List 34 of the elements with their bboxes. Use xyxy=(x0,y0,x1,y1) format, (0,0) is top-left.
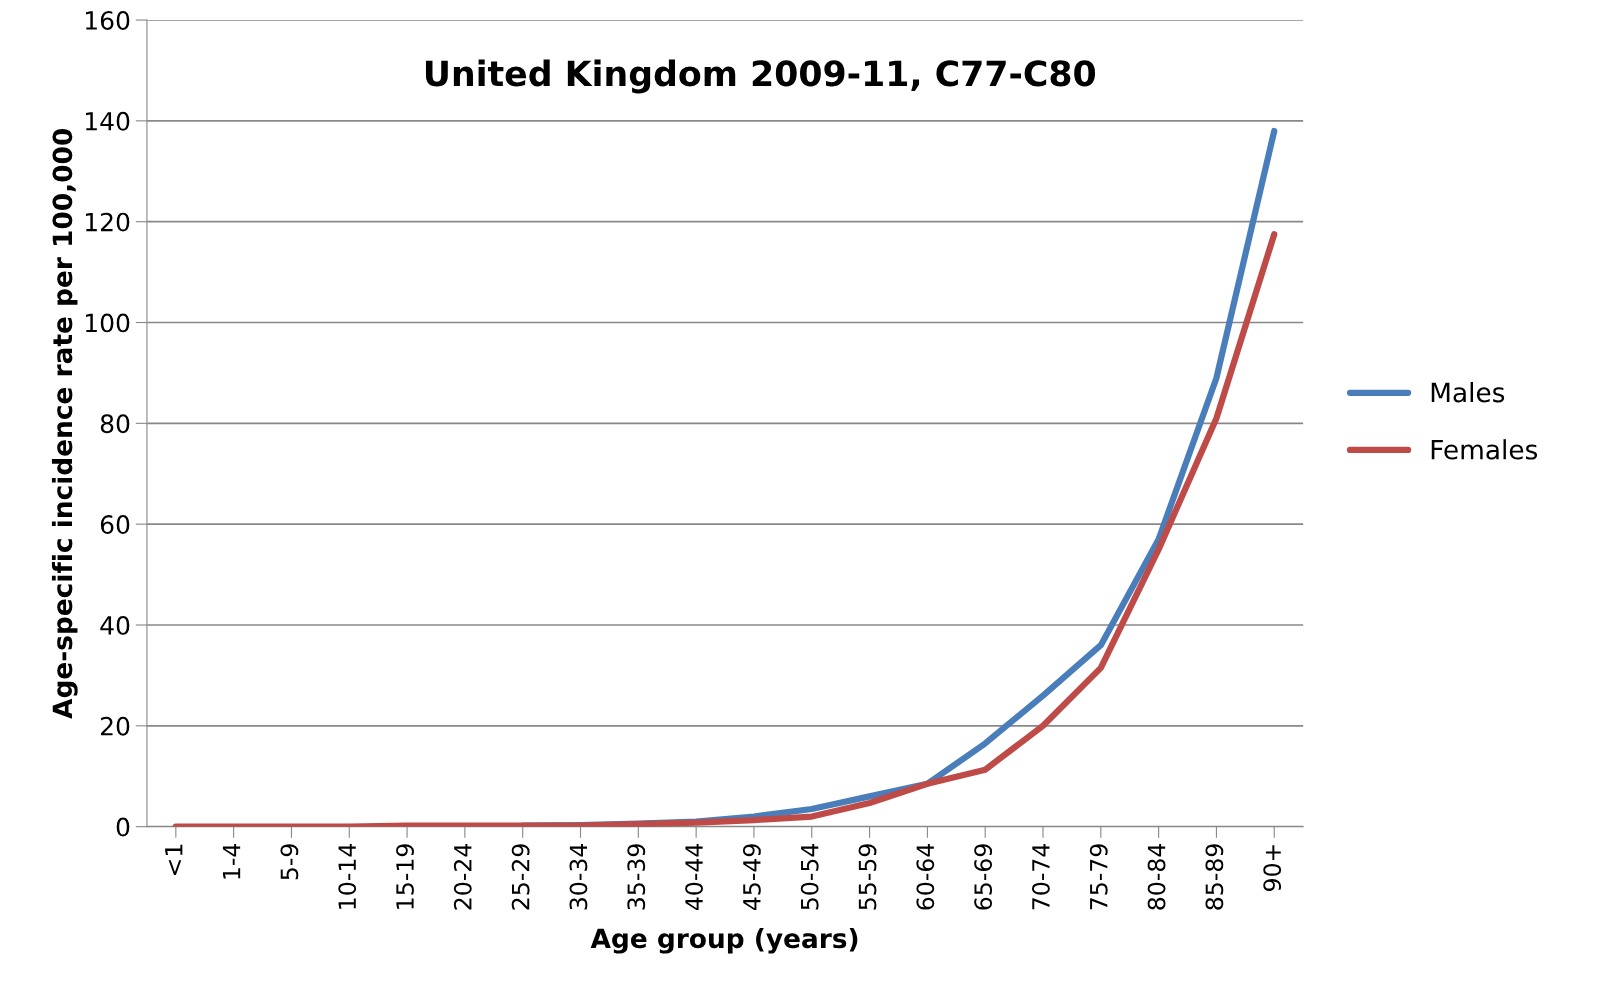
x-tick-label: 10-14 xyxy=(338,843,357,909)
y-tick-label: 40 xyxy=(100,615,130,635)
x-tick-label: 25-29 xyxy=(511,844,530,910)
x-tick-label: 85-89 xyxy=(1205,844,1224,910)
x-axis-title: Age group (years) xyxy=(590,927,858,954)
y-tick-label: 120 xyxy=(85,212,130,232)
text: United Kingdom 2009-11, C77-C80 xyxy=(425,59,1096,94)
x-tick-label: 90+ xyxy=(1263,845,1282,891)
y-tick-label: 60 xyxy=(100,515,130,535)
x-tick-label: 75-79 xyxy=(1089,844,1108,910)
legend-label: Females xyxy=(1431,439,1538,460)
legend-label: Males xyxy=(1431,381,1505,403)
y-tick-label: 160 xyxy=(85,10,130,30)
x-tick-label: 70-74 xyxy=(1031,843,1050,910)
y-tick-label: 140 xyxy=(85,111,130,131)
x-tick-label: 80-84 xyxy=(1147,843,1166,910)
x-tick-label: 50-54 xyxy=(800,843,819,910)
x-tick-label: 60-64 xyxy=(916,843,935,910)
x-tick-label: 35-39 xyxy=(627,844,646,910)
x-tick-label: 40-44 xyxy=(685,843,703,911)
y-axis-title: Age-specific incidence rate per 100,000 xyxy=(51,128,78,719)
x-tick-label: 15-19 xyxy=(396,844,414,909)
y-tick-label: 100 xyxy=(85,313,130,333)
x-tick-label: 65-69 xyxy=(974,844,993,910)
x-tick-label: 1-4 xyxy=(222,843,241,879)
x-tick-label: 45-49 xyxy=(742,844,761,911)
y-tick-label: 0 xyxy=(116,817,130,837)
x-tick-label: <1 xyxy=(165,844,183,875)
y-tick-label: 80 xyxy=(100,414,130,434)
y-tick-label: 20 xyxy=(100,716,130,736)
x-tick-label: 5-9 xyxy=(280,844,299,880)
x-tick-label: 30-34 xyxy=(569,843,588,910)
x-tick-label: 20-24 xyxy=(453,843,472,910)
x-tick-label: 55-59 xyxy=(858,844,877,910)
